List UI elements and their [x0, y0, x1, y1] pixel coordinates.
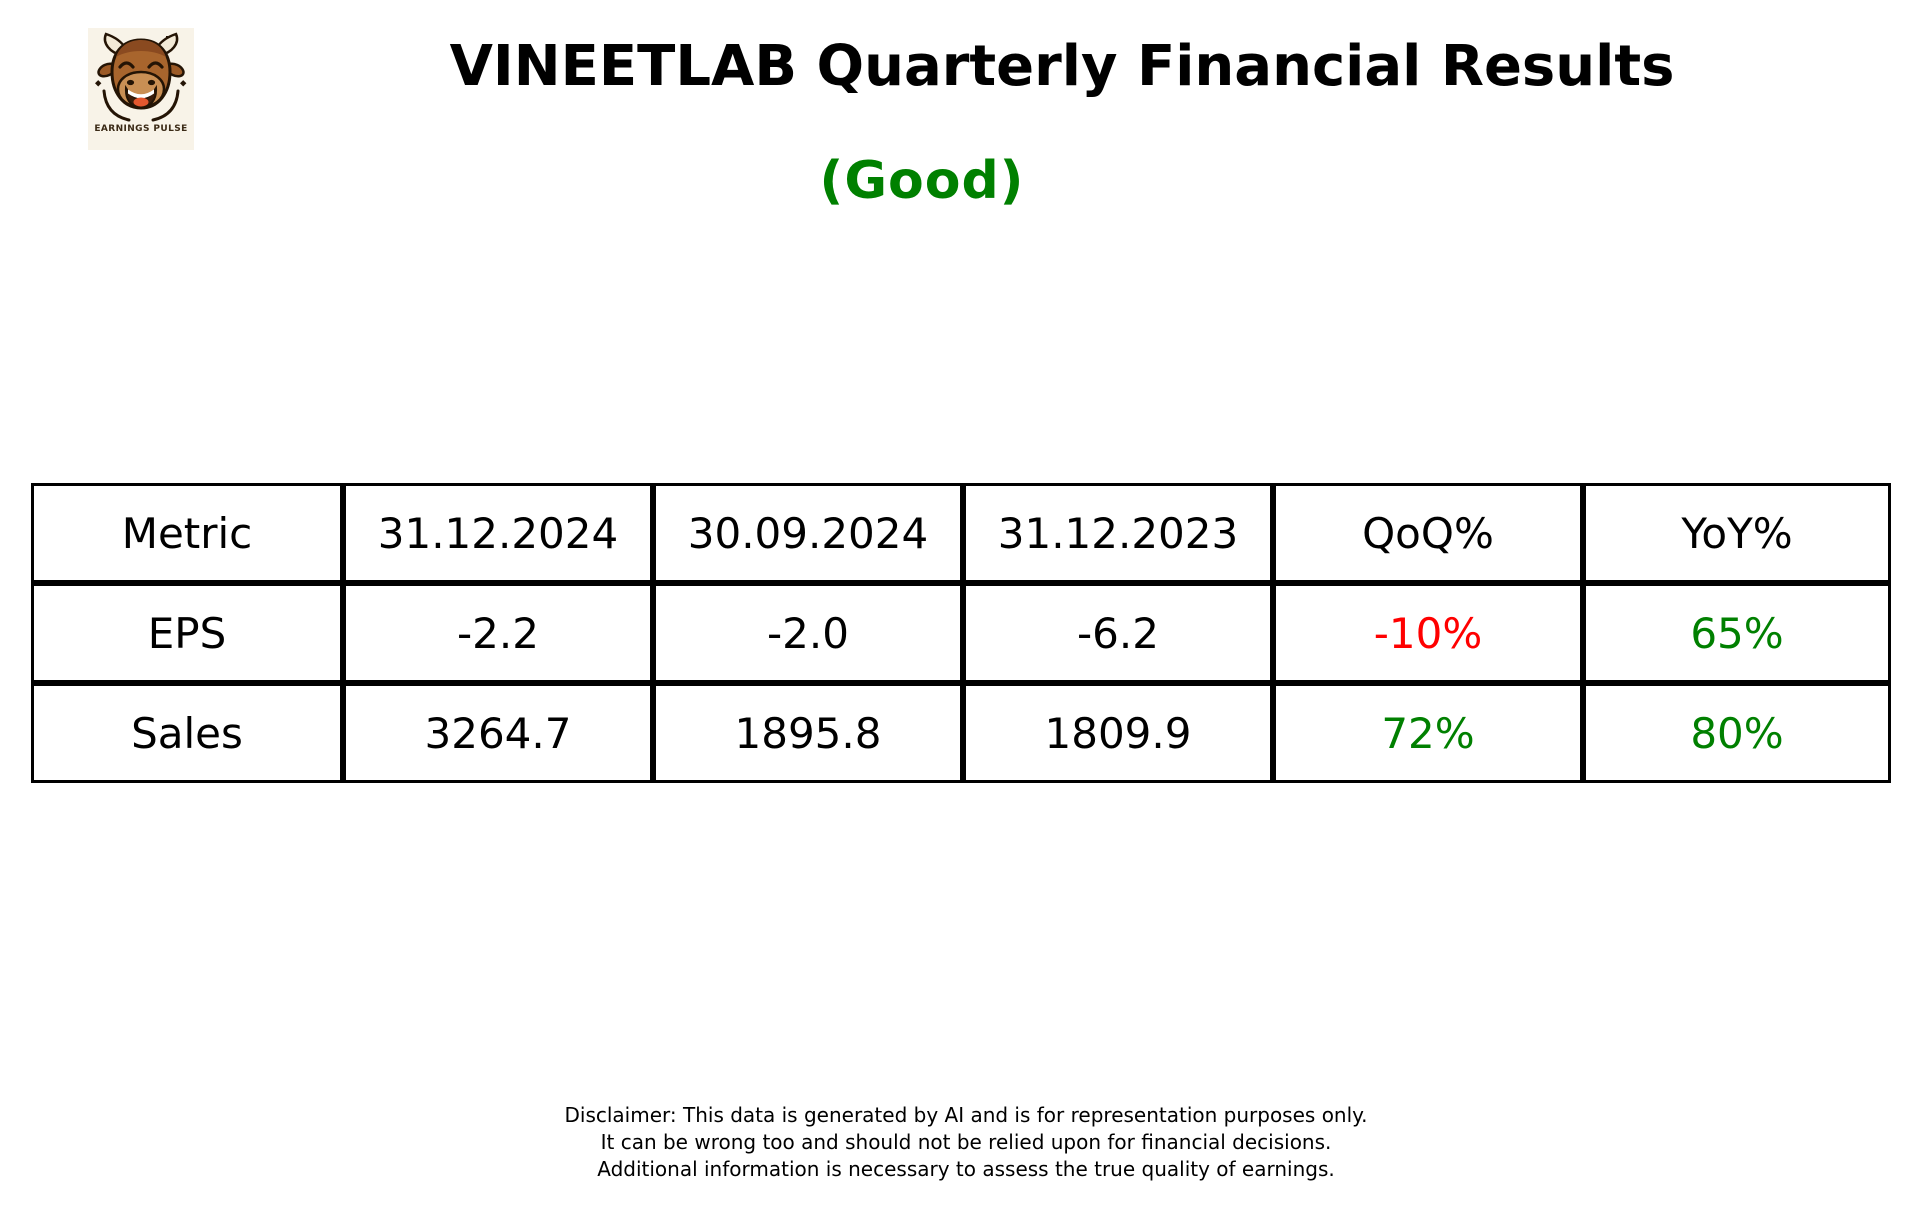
logo-brand-text: EARNINGS PULSE — [94, 124, 188, 134]
col-header-qoq: QoQ% — [1273, 483, 1583, 583]
col-header-period-2: 30.09.2024 — [653, 483, 963, 583]
table-row-eps: EPS -2.2 -2.0 -6.2 -10% 65% — [31, 583, 1891, 683]
col-header-period-3: 31.12.2023 — [963, 483, 1273, 583]
disclaimer-line-2: It can be wrong too and should not be re… — [600, 1130, 1332, 1154]
row-label: EPS — [31, 583, 343, 683]
verdict-label: (Good) — [819, 151, 1025, 211]
col-header-metric: Metric — [31, 483, 343, 583]
table-cell-yoy: 80% — [1583, 683, 1891, 783]
disclaimer-line-1: Disclaimer: This data is generated by AI… — [564, 1103, 1368, 1127]
table-cell-qoq: -10% — [1273, 583, 1583, 683]
disclaimer-line-3: Additional information is necessary to a… — [597, 1157, 1335, 1181]
table-cell: -2.2 — [343, 583, 653, 683]
table-cell: 1809.9 — [963, 683, 1273, 783]
col-header-yoy: YoY% — [1583, 483, 1891, 583]
earnings-pulse-logo: EARNINGS PULSE — [88, 28, 194, 150]
financial-results-table: Metric 31.12.2024 30.09.2024 31.12.2023 … — [31, 483, 1891, 783]
table-cell: -6.2 — [963, 583, 1273, 683]
table-header-row: Metric 31.12.2024 30.09.2024 31.12.2023 … — [31, 483, 1891, 583]
table-cell: -2.0 — [653, 583, 963, 683]
table-row-sales: Sales 3264.7 1895.8 1809.9 72% 80% — [31, 683, 1891, 783]
page-title: VINEETLAB Quarterly Financial Results — [449, 34, 1675, 99]
table-cell-qoq: 72% — [1273, 683, 1583, 783]
table-cell-yoy: 65% — [1583, 583, 1891, 683]
table-cell: 1895.8 — [653, 683, 963, 783]
bull-logo-icon — [95, 32, 187, 122]
disclaimer: Disclaimer: This data is generated by AI… — [565, 1102, 1368, 1183]
row-label: Sales — [31, 683, 343, 783]
table-cell: 3264.7 — [343, 683, 653, 783]
col-header-period-1: 31.12.2024 — [343, 483, 653, 583]
